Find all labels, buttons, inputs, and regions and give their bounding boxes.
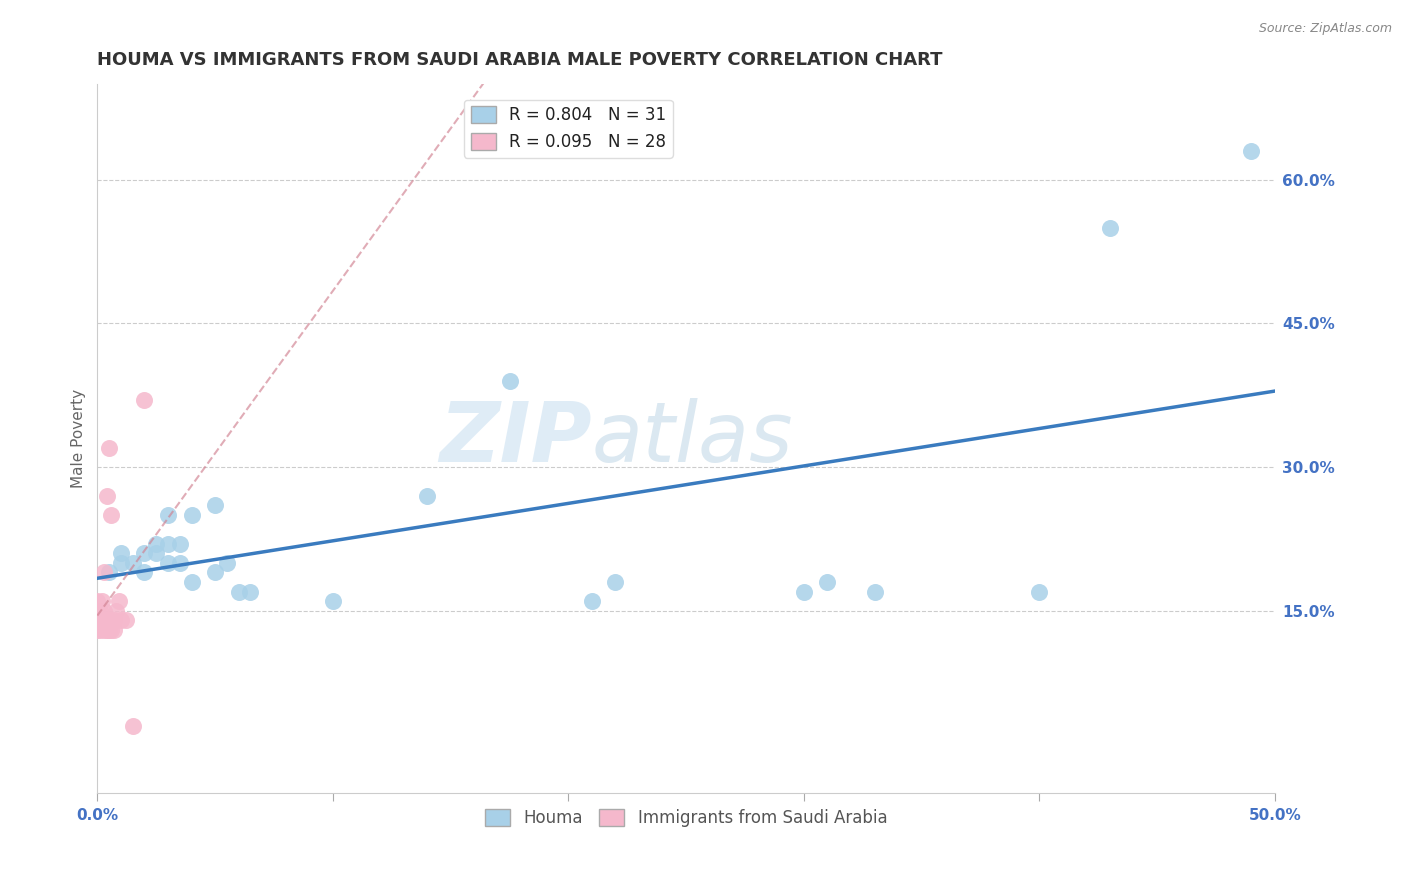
Point xyxy=(110,556,132,570)
Point xyxy=(98,623,121,637)
Point xyxy=(110,546,132,560)
Legend: Houma, Immigrants from Saudi Arabia: Houma, Immigrants from Saudi Arabia xyxy=(478,803,894,834)
Point xyxy=(204,499,226,513)
Point xyxy=(1028,584,1050,599)
Point xyxy=(817,574,839,589)
Point xyxy=(134,566,156,580)
Point xyxy=(93,566,115,580)
Point xyxy=(180,508,202,522)
Point xyxy=(91,594,114,608)
Point xyxy=(1240,144,1263,158)
Point xyxy=(103,613,125,627)
Point xyxy=(145,546,167,560)
Point xyxy=(416,489,439,503)
Point xyxy=(215,556,238,570)
Point xyxy=(180,574,202,589)
Point xyxy=(93,604,115,618)
Point xyxy=(121,556,143,570)
Point xyxy=(581,594,603,608)
Point xyxy=(98,566,121,580)
Point xyxy=(156,556,179,570)
Point xyxy=(100,623,122,637)
Point xyxy=(107,594,129,608)
Point xyxy=(605,574,627,589)
Point xyxy=(134,393,156,408)
Point xyxy=(121,718,143,732)
Point xyxy=(96,613,118,627)
Point xyxy=(228,584,250,599)
Point xyxy=(498,374,520,388)
Point xyxy=(156,508,179,522)
Point xyxy=(793,584,815,599)
Point xyxy=(89,604,111,618)
Point xyxy=(169,537,191,551)
Point xyxy=(103,623,125,637)
Point xyxy=(105,604,128,618)
Text: HOUMA VS IMMIGRANTS FROM SAUDI ARABIA MALE POVERTY CORRELATION CHART: HOUMA VS IMMIGRANTS FROM SAUDI ARABIA MA… xyxy=(97,51,943,69)
Point xyxy=(93,623,115,637)
Y-axis label: Male Poverty: Male Poverty xyxy=(72,389,86,488)
Point xyxy=(156,537,179,551)
Point xyxy=(86,613,108,627)
Point xyxy=(110,613,132,627)
Point xyxy=(863,584,886,599)
Point xyxy=(89,623,111,637)
Point xyxy=(322,594,344,608)
Point xyxy=(100,508,122,522)
Point xyxy=(114,613,136,627)
Point xyxy=(96,623,118,637)
Point xyxy=(86,623,108,637)
Text: Source: ZipAtlas.com: Source: ZipAtlas.com xyxy=(1258,22,1392,36)
Text: atlas: atlas xyxy=(592,398,793,479)
Point xyxy=(91,613,114,627)
Point xyxy=(86,604,108,618)
Point xyxy=(86,613,108,627)
Point xyxy=(98,441,121,455)
Point xyxy=(239,584,262,599)
Point xyxy=(1099,220,1122,235)
Point xyxy=(145,537,167,551)
Point xyxy=(169,556,191,570)
Point xyxy=(98,613,121,627)
Point xyxy=(86,594,108,608)
Point xyxy=(134,546,156,560)
Text: ZIP: ZIP xyxy=(439,398,592,479)
Point xyxy=(204,566,226,580)
Point xyxy=(96,489,118,503)
